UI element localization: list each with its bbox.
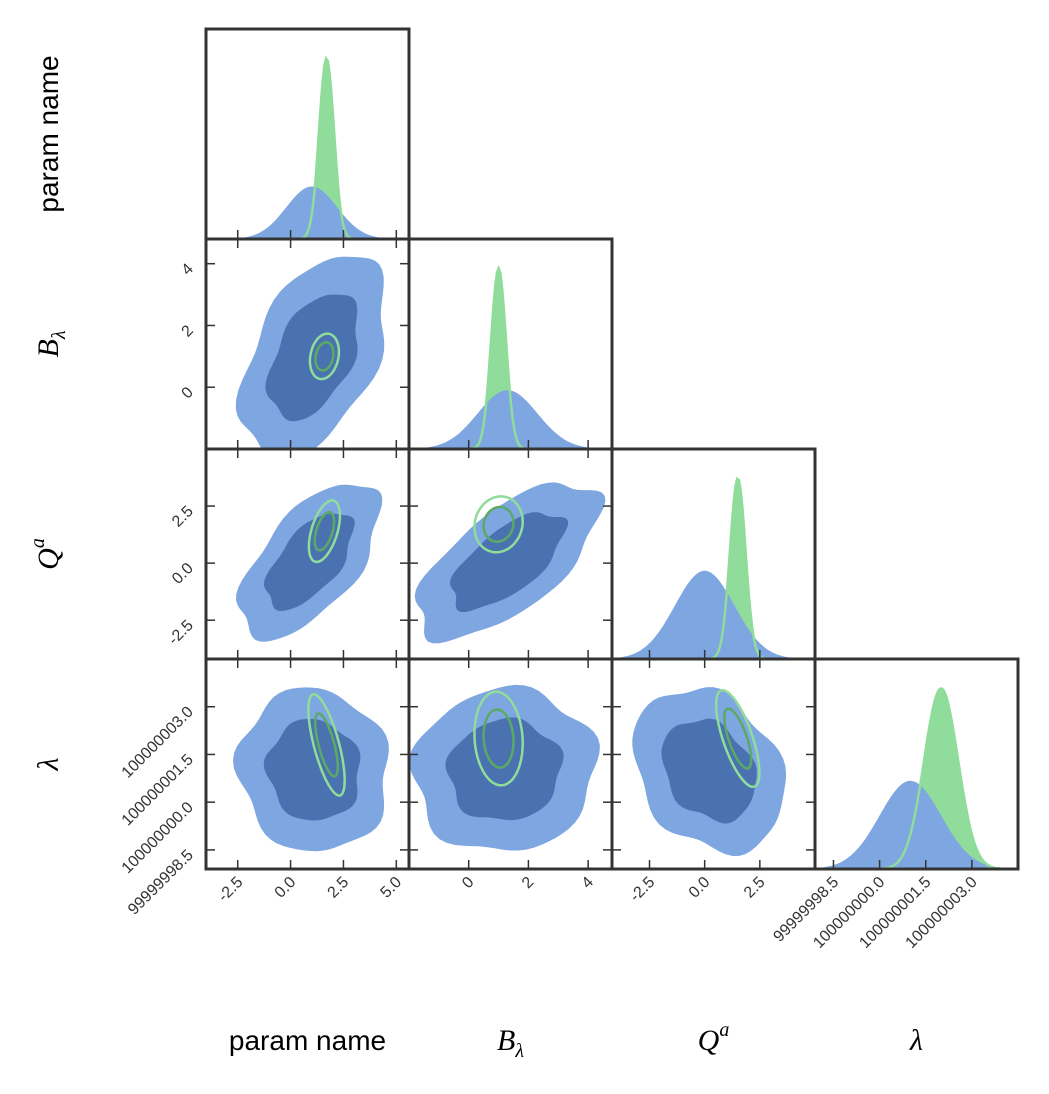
- contour-green-68: [723, 707, 753, 770]
- x-tick-label-p0: 2.5: [325, 874, 353, 902]
- density-blue-p1: [409, 390, 612, 449]
- pair-panel-p1-p2: [407, 447, 614, 661]
- x-axis-label-p2: Qa: [698, 1019, 730, 1057]
- x-tick-label-p2: -2.5: [627, 874, 659, 906]
- contour-blue-68: [449, 512, 569, 613]
- x-tick-label-p2: 0.0: [686, 874, 714, 902]
- diag-panel-p1: [407, 237, 614, 451]
- y-tick-label-p2: 0.0: [169, 560, 197, 588]
- x-axis-label-p3: λ: [909, 1024, 923, 1057]
- density-green-line-p1: [409, 264, 612, 449]
- pair-panel-p0-p1: [204, 237, 411, 451]
- density-green-line-p0: [206, 55, 409, 239]
- x-tick-label-p1: 2: [519, 874, 537, 892]
- contour-blue-68: [264, 513, 355, 611]
- y-tick-label-p1: 2: [179, 322, 197, 340]
- diag-panel-p3: [813, 657, 1020, 871]
- x-tick-label-p0: 0.0: [272, 874, 300, 902]
- contour-blue-68: [265, 294, 358, 422]
- x-axis-label-p1: Bλ: [497, 1024, 524, 1062]
- contour-green-95: [307, 499, 342, 564]
- density-blue-p2: [612, 570, 815, 659]
- y-axis-label-p3: λ: [32, 758, 65, 772]
- contour-green-68: [482, 708, 515, 769]
- y-tick-label-p1: 4: [179, 260, 197, 278]
- contour-green-68: [313, 510, 336, 552]
- diag-panel-p0: [204, 27, 411, 241]
- density-green-p3: [815, 688, 1018, 869]
- pair-panel-p2-p3: [610, 657, 817, 871]
- y-tick-label-p2: -2.5: [165, 617, 197, 649]
- y-axis-label-p2: Qa: [27, 538, 65, 570]
- contour-green-95: [473, 690, 524, 787]
- pair-panel-p1-p3: [407, 657, 614, 871]
- contour-green-95: [308, 332, 341, 381]
- contour-green-95: [307, 693, 346, 797]
- x-tick-label-p0: -2.5: [215, 874, 247, 906]
- y-tick-label-p2: 2.5: [169, 503, 197, 531]
- contour-blue-68: [661, 718, 757, 824]
- y-axis-label-p1: Bλ: [32, 330, 70, 357]
- density-blue-p0: [206, 186, 409, 239]
- x-tick-label-p2: 2.5: [741, 874, 769, 902]
- x-tick-label-p0: 5.0: [377, 874, 405, 902]
- x-axis-label-p0: param name: [229, 1025, 386, 1056]
- contour-green-95: [714, 688, 761, 789]
- x-tick-label-p1: 0: [459, 874, 477, 892]
- pair-frame: [610, 657, 817, 871]
- x-tick-label-p1: 4: [579, 874, 597, 892]
- y-tick-label-p1: 0: [179, 384, 197, 402]
- contour-green-68: [482, 505, 515, 543]
- contour-green-68: [314, 341, 335, 372]
- pair-panel-p0-p2: [204, 447, 411, 661]
- contour-green-68: [314, 712, 340, 778]
- density-green-line-p3: [815, 687, 1018, 869]
- y-axis-label-p0: param name: [33, 55, 64, 212]
- pair-panel-p0-p3: [204, 657, 411, 871]
- contour-green-95: [473, 495, 524, 554]
- density-blue-p3: [815, 780, 1018, 869]
- diag-panel-p2: [610, 447, 817, 661]
